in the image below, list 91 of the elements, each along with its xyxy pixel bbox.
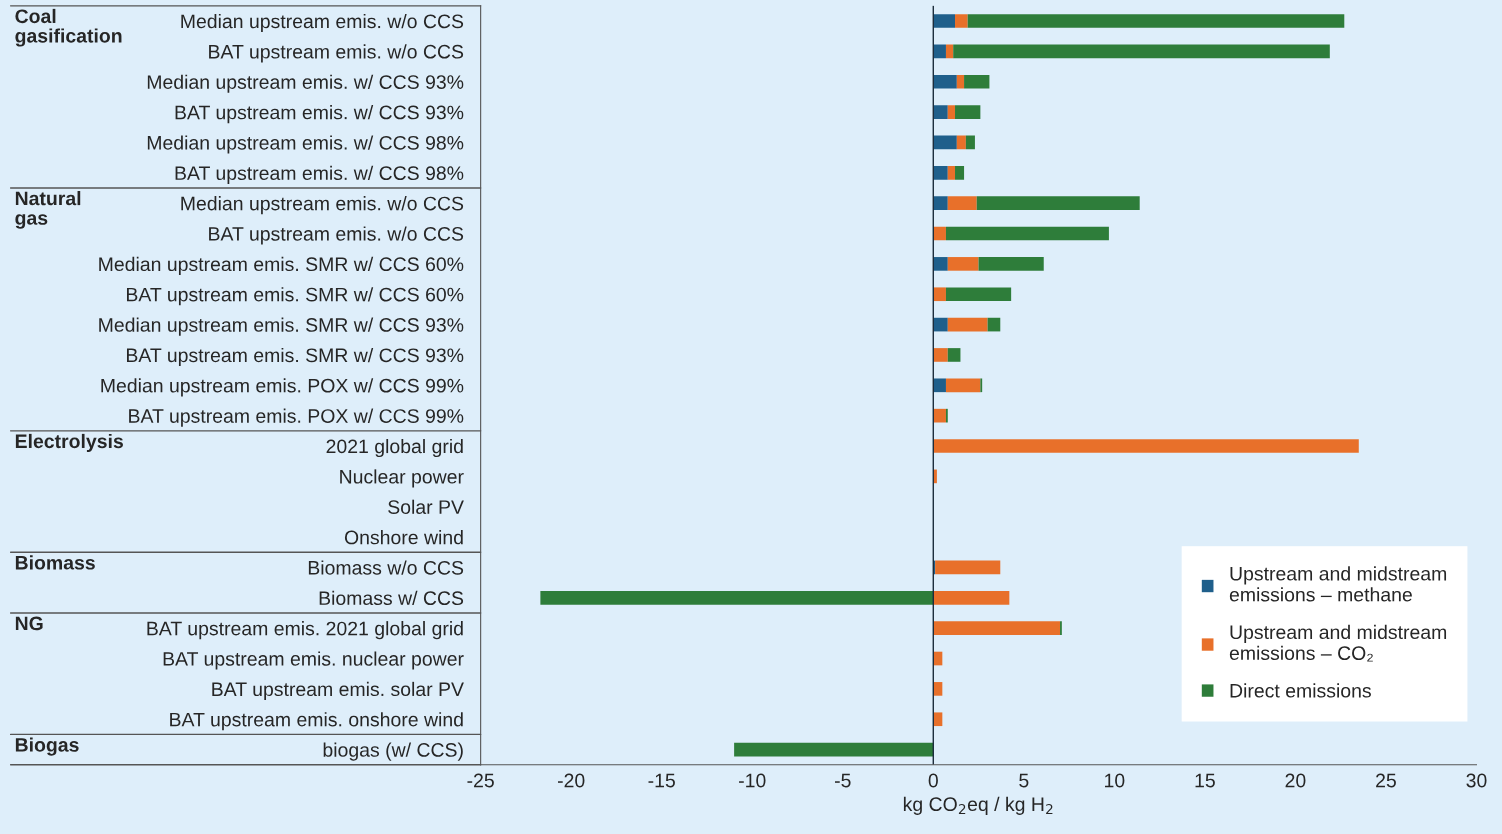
bar (933, 105, 948, 119)
bar (947, 165, 956, 180)
x-axis-title: kg CO$_{2}$eq / kg H$_{2}$ (903, 796, 1053, 815)
bar (933, 74, 957, 89)
bar (933, 348, 948, 362)
y-tick-label: Median upstream emis. SMR w/ CCS 93% (99, 317, 464, 336)
x-tick-label: -20 (557, 773, 585, 788)
y-tick-label: BAT upstream emis. nuclear power (163, 651, 464, 670)
text: Biomass (15, 555, 95, 570)
bar (540, 590, 934, 605)
bar (945, 378, 981, 393)
bar (933, 682, 943, 696)
bar (947, 257, 979, 271)
bar (933, 226, 946, 241)
x-tick-label: -10 (739, 773, 766, 788)
bar (933, 287, 946, 302)
y-tick-label: Onshore wind (344, 530, 463, 545)
legend-label: Upstream and midstream emissions – methane (1229, 566, 1447, 602)
text: Biogas (15, 737, 79, 756)
bar (933, 165, 948, 180)
bar (976, 196, 1140, 210)
y-tick-label: Median upstream emis. w/o CCS (181, 13, 464, 33)
bar (964, 74, 990, 89)
bar (933, 378, 946, 393)
bar (933, 590, 1010, 605)
y-tick-label: BAT upstream emis. SMR w/ CCS 93% (126, 347, 464, 367)
y-tick-label: Nuclear power (340, 469, 464, 488)
bar (947, 196, 977, 210)
bar (933, 621, 1061, 635)
y-tick-label: 2021 global grid (326, 438, 463, 458)
x-tick-label: 5 (1019, 773, 1029, 788)
bar (965, 135, 975, 150)
bar (953, 44, 1330, 59)
text: NG (15, 616, 43, 631)
legend-label: Direct emissions (1230, 683, 1371, 698)
x-tick-label: -15 (648, 773, 675, 788)
y-tick-label: BAT upstream emis. w/o CCS (209, 226, 464, 245)
y-tick-label: BAT upstream emis. SMR w/ CCS 60% (126, 287, 464, 306)
y-tick-label: Solar PV (388, 499, 464, 514)
bar (933, 14, 956, 28)
bar (933, 712, 943, 727)
bar (734, 742, 934, 757)
bar (955, 14, 968, 28)
bar (933, 439, 1359, 453)
text: Coal gasification (15, 8, 122, 47)
bar (933, 196, 948, 210)
bar (933, 408, 946, 423)
x-tick-label: 30 (1466, 773, 1487, 788)
bar (945, 226, 1109, 241)
x-tick-label: 0 (928, 773, 938, 788)
y-tick-label: Median upstream emis. w/o CCS (181, 196, 464, 215)
y-tick-label: BAT upstream emis. onshore wind (170, 712, 463, 731)
bar (987, 317, 1001, 332)
y-tick-label: BAT upstream emis. 2021 global grid (147, 621, 463, 640)
y-tick-label: BAT upstream emis. w/ CCS 93% (175, 105, 464, 124)
y-tick-label: biogas (w/ CCS) (323, 742, 463, 761)
y-tick-label: BAT upstream emis. w/o CCS (209, 44, 464, 63)
y-tick-label: Median upstream emis. POX w/ CCS 99% (101, 378, 464, 397)
x-tick-label: 15 (1195, 773, 1215, 788)
y-tick-label: BAT upstream emis. solar PV (212, 681, 464, 700)
bar (933, 257, 948, 271)
bar (947, 348, 961, 362)
bar (933, 44, 946, 59)
bar (956, 135, 966, 150)
bar (978, 257, 1044, 271)
x-tick-label: -25 (467, 773, 494, 788)
y-tick-label: BAT upstream emis. POX w/ CCS 99% (129, 408, 464, 427)
bar (933, 317, 948, 332)
text: Natural gas (15, 191, 81, 229)
bar (935, 560, 1001, 575)
y-tick-label: Median upstream emis. w/ CCS 93% (147, 74, 464, 93)
bar (967, 14, 1345, 28)
y-tick-label: BAT upstream emis. w/ CCS 98% (175, 165, 464, 184)
x-tick-label: 20 (1285, 773, 1306, 788)
bar (956, 74, 965, 89)
bar (933, 135, 957, 150)
x-tick-label: 25 (1376, 773, 1396, 788)
legend-label: Upstream and midstream emissions – CO₂ (1229, 624, 1447, 662)
bar (955, 105, 981, 119)
bar (955, 165, 965, 180)
y-tick-label: Median upstream emis. SMR w/ CCS 60% (99, 256, 464, 275)
bar (947, 105, 956, 119)
bar (945, 44, 954, 59)
y-tick-label: Median upstream emis. w/ CCS 98% (147, 135, 464, 154)
y-tick-label: Biomass w/o CCS (308, 560, 464, 575)
bar (945, 287, 1012, 302)
y-tick-label: Biomass w/ CCS (319, 590, 464, 606)
x-tick-label: -5 (834, 773, 851, 788)
x-tick-label: 10 (1105, 773, 1125, 788)
text: Electrolysis (15, 433, 123, 453)
bar (947, 317, 988, 332)
